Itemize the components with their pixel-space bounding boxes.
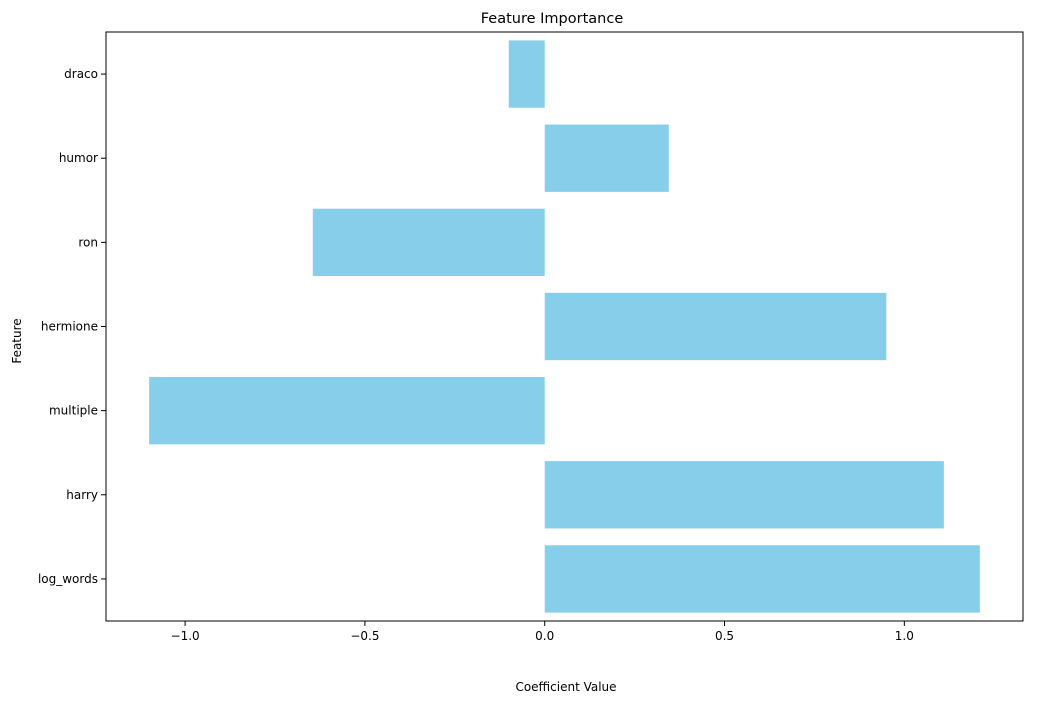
bar-humor — [544, 124, 669, 192]
bar-multiple — [149, 376, 545, 445]
x-tick-label: −0.5 — [350, 629, 379, 643]
x-tick-label: 0.5 — [715, 629, 734, 643]
x-axis: −1.0 −0.5 0.0 0.5 1.0 — [171, 621, 914, 643]
bar-hermione — [544, 292, 887, 361]
x-tick-label: 1.0 — [895, 629, 914, 643]
bar-ron — [312, 208, 545, 277]
bars-group — [149, 40, 980, 613]
y-axis-title: Feature — [10, 318, 24, 363]
y-tick-label: log_words — [38, 572, 98, 586]
x-tick-label: −1.0 — [171, 629, 200, 643]
chart-title: Feature Importance — [481, 11, 624, 27]
y-tick-label: draco — [64, 67, 98, 81]
y-axis: log_words harry multiple hermione ron humor dr… — [38, 67, 106, 586]
bar-draco — [508, 40, 545, 108]
y-tick-label: ron — [78, 235, 98, 249]
y-tick-label: multiple — [49, 404, 98, 418]
x-tick-label: 0.0 — [535, 629, 554, 643]
y-tick-label: hermione — [41, 320, 98, 334]
bar-harry — [544, 461, 944, 529]
x-axis-title: Coefficient Value — [515, 680, 616, 694]
bar-log_words — [544, 545, 980, 613]
y-tick-label: humor — [59, 151, 98, 165]
y-tick-label: harry — [66, 488, 98, 502]
